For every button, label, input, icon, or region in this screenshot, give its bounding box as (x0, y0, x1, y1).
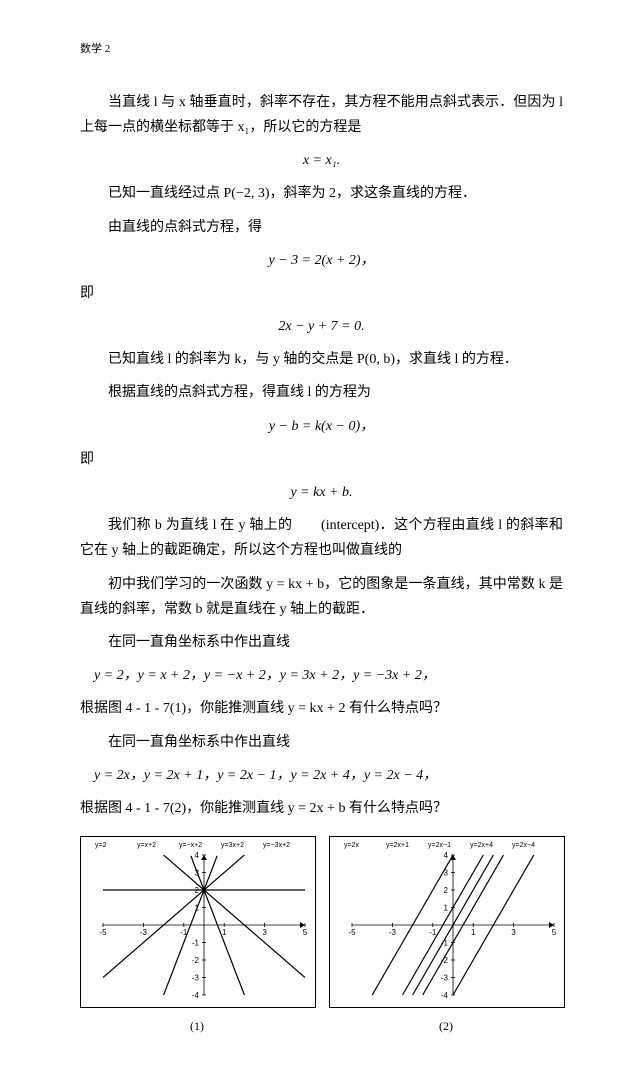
paragraph: 由直线的点斜式方程，得 (80, 215, 563, 240)
svg-text:y=x+2: y=x+2 (137, 842, 156, 849)
paragraph: 当直线 l 与 x 轴垂直时，斜率不存在，其方程不能用点斜式表示．但因为 l 上… (80, 90, 563, 140)
paragraph: 根据直线的点斜式方程，得直线 l 的方程为 (80, 380, 563, 405)
svg-text:-3: -3 (441, 974, 449, 983)
svg-text:-3: -3 (192, 974, 200, 983)
svg-text:-3: -3 (389, 928, 397, 937)
chart-caption: (1) (80, 1016, 314, 1038)
svg-text:1: 1 (444, 904, 449, 913)
svg-text:3: 3 (262, 928, 267, 937)
paragraph: 初中我们学习的一次函数 y = kx + b，它的图象是一条直线，其中常数 k … (80, 572, 563, 622)
formula: 2x − y + 7 = 0. (80, 314, 563, 339)
chart-caption: (2) (329, 1016, 563, 1038)
svg-text:1: 1 (222, 928, 227, 937)
chart-1: -5-3-1135-4-3-2-11234y=2y=x+2y=−x+2y=3x+… (80, 836, 314, 1038)
svg-text:4: 4 (195, 851, 200, 860)
paragraph: 即 (80, 281, 563, 306)
svg-text:y=−x+2: y=−x+2 (179, 842, 202, 849)
formula: x = x₁. (80, 148, 563, 173)
svg-text:2: 2 (444, 886, 449, 895)
paragraph: 在同一直角坐标系中作出直线 (80, 730, 563, 755)
paragraph: 即 (80, 447, 563, 472)
svg-text:y=2x−1: y=2x−1 (428, 842, 451, 849)
svg-text:y=3x+2: y=3x+2 (221, 842, 244, 849)
svg-text:y=2x−4: y=2x−4 (512, 842, 535, 849)
formula: y − 3 = 2(x + 2)， (80, 248, 563, 273)
svg-text:1: 1 (471, 928, 476, 937)
svg-text:4: 4 (444, 851, 449, 860)
svg-text:y=2: y=2 (95, 842, 107, 849)
svg-text:y=2x+4: y=2x+4 (470, 842, 493, 849)
svg-text:-2: -2 (192, 956, 200, 965)
svg-text:5: 5 (552, 928, 557, 937)
page-header: 数学 2 (80, 40, 563, 60)
svg-text:y=−3x+2: y=−3x+2 (263, 842, 290, 849)
formula: y − b = k(x − 0)， (80, 414, 563, 439)
svg-text:3: 3 (511, 928, 516, 937)
svg-text:-1: -1 (192, 939, 200, 948)
chart-2: -5-3-1135-4-3-2-11234y=2xy=2x+1y=2x−1y=2… (329, 836, 563, 1038)
equation-list: y = 2，y = x + 2，y = −x + 2，y = 3x + 2，y … (94, 663, 563, 688)
formula: y = kx + b. (80, 480, 563, 505)
paragraph: 我们称 b 为直线 l 在 y 轴上的 (intercept)．这个方程由直线 … (80, 513, 563, 563)
svg-text:-5: -5 (348, 928, 356, 937)
svg-text:5: 5 (303, 928, 308, 937)
paragraph: 已知一直线经过点 P(−2, 3)，斜率为 2，求这条直线的方程． (80, 181, 563, 206)
svg-text:-4: -4 (192, 991, 200, 1000)
svg-text:-4: -4 (441, 991, 449, 1000)
paragraph: 在同一直角坐标系中作出直线 (80, 630, 563, 655)
paragraph: 根据图 4 - 1 - 7(1)，你能推测直线 y = kx + 2 有什么特点… (80, 696, 563, 721)
svg-text:y=2x+1: y=2x+1 (386, 842, 409, 849)
paragraph: 根据图 4 - 1 - 7(2)，你能推测直线 y = 2x + b 有什么特点… (80, 796, 563, 821)
svg-text:-1: -1 (429, 928, 437, 937)
paragraph: 已知直线 l 的斜率为 k，与 y 轴的交点是 P(0, b)，求直线 l 的方… (80, 347, 563, 372)
equation-list: y = 2x，y = 2x + 1，y = 2x − 1，y = 2x + 4，… (94, 763, 563, 788)
svg-text:y=2x: y=2x (344, 842, 359, 849)
chart-row: -5 -3 -1 1 3 5 -4 -3 -2 -1 1 2 3 4 y=2 y=x+2 y=−x+2 y=3x+… (80, 836, 563, 1038)
svg-text:-3: -3 (140, 928, 148, 937)
svg-text:-5: -5 (99, 928, 107, 937)
